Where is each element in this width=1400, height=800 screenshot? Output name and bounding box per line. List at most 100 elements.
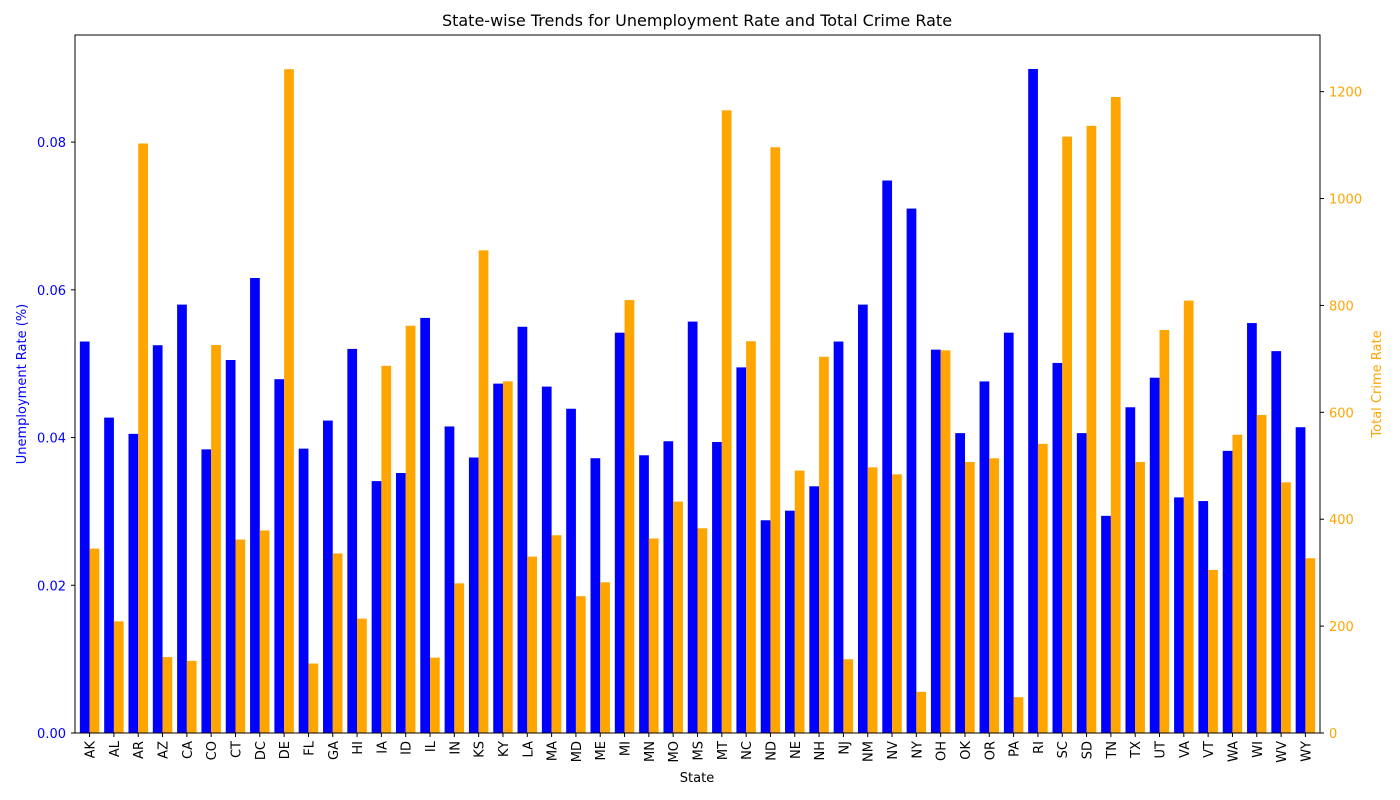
- bar-unemployment-nv: [882, 180, 893, 734]
- bar-crime-sc: [1062, 136, 1072, 734]
- bar-crime-oh: [940, 350, 951, 733]
- bar-unemployment-wv: [1271, 351, 1282, 733]
- bar-crime-ga: [332, 553, 343, 733]
- right-y-tick-label: 0: [1329, 727, 1337, 742]
- bar-crime-ks: [478, 250, 489, 733]
- bar-crime-sd: [1086, 125, 1097, 733]
- bar-unemployment-de: [274, 379, 285, 733]
- bar-crime-hi: [357, 618, 367, 733]
- bar-unemployment-az: [152, 345, 163, 733]
- x-tick-label: MA: [546, 741, 561, 761]
- x-tick-label: WA: [1226, 741, 1241, 762]
- x-tick-label: NH: [813, 741, 828, 761]
- bar-crime-nc: [746, 341, 756, 733]
- x-tick-label: SC: [1056, 741, 1071, 758]
- bar-unemployment-il: [420, 317, 431, 733]
- x-axis-label: State: [680, 771, 714, 786]
- bar-crime-me: [600, 582, 610, 733]
- bar-unemployment-mi: [614, 332, 625, 733]
- bar-crime-az: [162, 657, 173, 733]
- bar-unemployment-me: [590, 458, 601, 733]
- x-tick-label: OK: [959, 741, 974, 760]
- bar-crime-ak: [89, 548, 100, 733]
- x-tick-label: OH: [935, 741, 950, 761]
- right-y-tick-label: 200: [1329, 620, 1354, 635]
- bar-unemployment-nc: [736, 367, 747, 733]
- left-axis-label: Unemployment Rate (%): [15, 304, 30, 465]
- bar-crime-co: [211, 344, 221, 733]
- bar-unemployment-ar: [128, 433, 139, 733]
- x-tick-label: AL: [108, 740, 123, 757]
- right-y-tick-label: 1000: [1329, 193, 1362, 208]
- x-tick-label: CO: [205, 741, 220, 760]
- bar-crime-ca: [186, 660, 197, 733]
- x-tick-label: RI: [1032, 741, 1047, 754]
- x-tick-label: IA: [375, 741, 390, 754]
- bar-crime-mt: [721, 110, 732, 734]
- bar-unemployment-ca: [177, 304, 187, 733]
- x-tick-label: AK: [84, 741, 99, 759]
- bar-unemployment-hi: [347, 348, 358, 733]
- bar-crime-nm: [867, 467, 878, 733]
- x-tick-label: DE: [278, 741, 293, 759]
- bar-unemployment-nd: [760, 520, 771, 733]
- bar-crime-ia: [381, 365, 392, 733]
- x-tick-label: MO: [667, 741, 682, 762]
- left-y-tick-label: 0.00: [37, 727, 66, 742]
- bar-unemployment-co: [201, 449, 212, 733]
- x-tick-label: MS: [692, 741, 707, 760]
- bar-crime-tn: [1110, 96, 1121, 733]
- x-tick-label: IL: [424, 740, 439, 752]
- bar-unemployment-nh: [809, 486, 820, 733]
- bar-crime-ky: [502, 381, 513, 733]
- bar-unemployment-fl: [298, 448, 309, 733]
- bar-unemployment-sd: [1076, 433, 1087, 733]
- bar-crime-mo: [673, 501, 683, 733]
- x-tick-label: KS: [473, 741, 488, 758]
- bar-unemployment-mn: [639, 455, 649, 733]
- right-y-tick-label: 800: [1329, 299, 1354, 314]
- x-tick-label: NY: [910, 741, 925, 759]
- x-tick-label: ND: [764, 741, 779, 761]
- bar-unemployment-or: [979, 381, 990, 733]
- bar-unemployment-tx: [1125, 407, 1136, 733]
- right-axis-label: Total Crime Rate: [1370, 330, 1385, 438]
- bar-crime-tx: [1135, 462, 1145, 733]
- x-tick-label: AZ: [157, 741, 172, 759]
- x-tick-label: MD: [570, 741, 585, 762]
- bar-crime-de: [284, 69, 294, 734]
- bar-crime-nh: [819, 356, 829, 733]
- bar-unemployment-md: [566, 408, 576, 733]
- bar-crime-nv: [892, 474, 902, 733]
- right-y-tick-label: 1200: [1329, 86, 1362, 101]
- bar-crime-al: [113, 621, 124, 733]
- x-tick-label: NM: [862, 741, 877, 762]
- bar-unemployment-nm: [857, 304, 868, 733]
- bar-crime-wa: [1232, 434, 1243, 733]
- bar-crime-fl: [308, 663, 319, 733]
- bar-crime-wv: [1281, 482, 1291, 733]
- bar-crime-ut: [1159, 330, 1170, 733]
- bar-unemployment-ok: [955, 433, 965, 733]
- bar-unemployment-dc: [250, 278, 260, 733]
- right-y-tick-label: 400: [1329, 513, 1354, 528]
- bar-unemployment-ia: [371, 481, 382, 733]
- bar-unemployment-pa: [1003, 332, 1014, 733]
- x-tick-label: WY: [1299, 741, 1314, 762]
- bar-unemployment-vt: [1198, 501, 1209, 733]
- bar-crime-la: [527, 556, 538, 733]
- x-tick-label: NV: [886, 741, 901, 760]
- bar-unemployment-wy: [1295, 427, 1306, 733]
- bar-crime-il: [430, 657, 440, 733]
- bar-crime-in: [454, 583, 465, 733]
- bar-unemployment-oh: [930, 349, 941, 733]
- x-tick-label: WV: [1275, 741, 1290, 763]
- bar-crime-ny: [916, 691, 927, 733]
- x-tick-label: ID: [400, 741, 415, 755]
- x-tick-label: OR: [983, 741, 998, 760]
- x-tick-label: TN: [1105, 741, 1120, 760]
- bar-unemployment-mo: [663, 441, 674, 733]
- bar-unemployment-wi: [1247, 323, 1257, 733]
- bar-unemployment-ky: [493, 383, 503, 733]
